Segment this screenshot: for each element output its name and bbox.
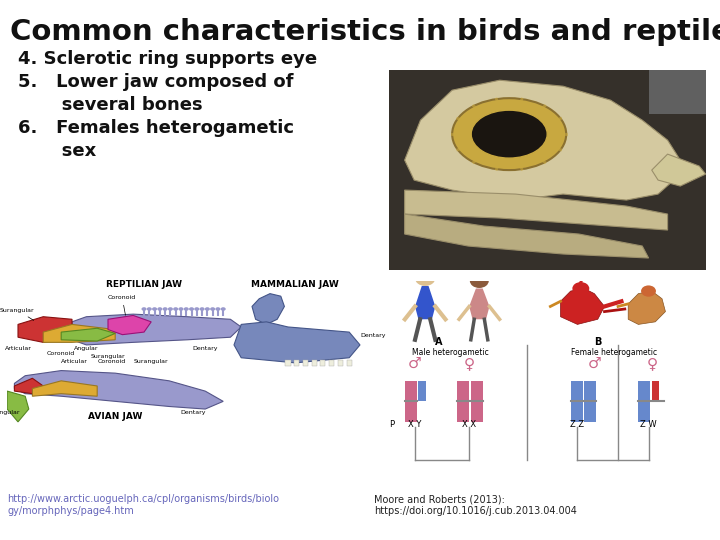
Circle shape: [173, 307, 179, 311]
Circle shape: [452, 98, 566, 170]
Bar: [320, 360, 325, 366]
Text: REPTILIAN JAW: REPTILIAN JAW: [106, 280, 182, 289]
Text: Female heterogametic: Female heterogametic: [571, 348, 657, 357]
Bar: [649, 70, 706, 114]
Polygon shape: [405, 214, 649, 258]
Polygon shape: [14, 370, 223, 409]
Text: Z Z: Z Z: [570, 420, 585, 429]
Polygon shape: [405, 80, 680, 200]
Text: X X: X X: [462, 420, 476, 429]
Text: Coronoid: Coronoid: [47, 351, 76, 356]
Circle shape: [470, 274, 489, 288]
Text: Z W: Z W: [640, 420, 657, 429]
Bar: [571, 381, 582, 422]
Circle shape: [152, 307, 157, 311]
Polygon shape: [43, 325, 115, 342]
Polygon shape: [469, 288, 490, 319]
Bar: [338, 360, 343, 366]
Text: sex: sex: [18, 142, 96, 160]
Circle shape: [147, 307, 152, 311]
Text: 4. Sclerotic ring supports eye: 4. Sclerotic ring supports eye: [18, 50, 317, 68]
Text: P: P: [389, 420, 394, 429]
Polygon shape: [415, 286, 436, 319]
Polygon shape: [652, 154, 706, 186]
Bar: [418, 381, 426, 401]
Circle shape: [184, 307, 189, 311]
Text: Surangular: Surangular: [133, 359, 168, 364]
Polygon shape: [234, 322, 360, 363]
Bar: [329, 360, 334, 366]
Text: Moore and Roberts (2013):
https://doi.org/10.1016/j.cub.2013.04.004: Moore and Roberts (2013): https://doi.or…: [374, 494, 577, 516]
Text: ♀: ♀: [647, 356, 657, 371]
Circle shape: [215, 307, 220, 311]
Text: Surangular: Surangular: [0, 308, 35, 320]
Text: http://www.arctic.uoguelph.ca/cpl/organisms/birds/biolo
gy/morphphys/page4.htm: http://www.arctic.uoguelph.ca/cpl/organi…: [7, 494, 279, 516]
Polygon shape: [252, 294, 284, 325]
Polygon shape: [32, 381, 97, 396]
Circle shape: [220, 307, 226, 311]
Circle shape: [194, 307, 199, 311]
Text: Male heterogametic: Male heterogametic: [412, 348, 488, 357]
Polygon shape: [7, 391, 29, 422]
Text: A: A: [436, 337, 443, 347]
Text: ♂: ♂: [588, 356, 601, 371]
Bar: [584, 381, 596, 422]
Text: Articular: Articular: [61, 359, 88, 364]
Circle shape: [168, 307, 173, 311]
Text: Dentary: Dentary: [180, 410, 205, 415]
Circle shape: [210, 307, 215, 311]
Text: Coronoid: Coronoid: [97, 359, 125, 364]
Bar: [294, 360, 300, 366]
Bar: [405, 381, 417, 422]
Text: B: B: [595, 337, 602, 347]
Text: MAMMALIAN JAW: MAMMALIAN JAW: [251, 280, 339, 289]
Polygon shape: [108, 315, 151, 335]
Text: ♀: ♀: [464, 356, 474, 371]
Bar: [347, 360, 352, 366]
Polygon shape: [560, 288, 605, 325]
Polygon shape: [72, 314, 241, 345]
Text: several bones: several bones: [18, 96, 202, 114]
Circle shape: [471, 110, 547, 158]
Text: X Y: X Y: [408, 420, 422, 429]
Polygon shape: [628, 291, 665, 325]
Text: Common characteristics in birds and reptiles: Common characteristics in birds and rept…: [10, 18, 720, 46]
Circle shape: [204, 307, 210, 311]
Circle shape: [141, 307, 147, 311]
Text: 6.   Females heterogametic: 6. Females heterogametic: [18, 119, 294, 137]
Polygon shape: [18, 316, 72, 342]
Circle shape: [157, 307, 163, 311]
Circle shape: [641, 286, 656, 296]
Circle shape: [415, 271, 436, 286]
Circle shape: [199, 307, 204, 311]
Polygon shape: [14, 378, 43, 394]
Text: AVIAN JAW: AVIAN JAW: [88, 413, 143, 421]
Polygon shape: [61, 328, 115, 341]
Text: Angular: Angular: [74, 346, 99, 351]
Circle shape: [179, 307, 184, 311]
Text: 5.   Lower jaw composed of: 5. Lower jaw composed of: [18, 73, 294, 91]
Bar: [303, 360, 308, 366]
Bar: [639, 381, 650, 422]
Bar: [457, 381, 469, 422]
Bar: [652, 381, 660, 401]
Bar: [312, 360, 317, 366]
Text: Angular: Angular: [0, 410, 21, 415]
Text: Dentary: Dentary: [360, 333, 385, 338]
Text: Surangular: Surangular: [91, 354, 125, 359]
Text: ♂: ♂: [408, 356, 422, 371]
Text: Coronoid: Coronoid: [108, 295, 136, 315]
Bar: [285, 360, 290, 366]
Circle shape: [572, 282, 589, 295]
Text: Articular: Articular: [4, 346, 32, 351]
Bar: [471, 381, 482, 422]
Text: Dentary: Dentary: [192, 346, 218, 351]
Polygon shape: [405, 190, 667, 230]
Circle shape: [189, 307, 194, 311]
Circle shape: [163, 307, 168, 311]
